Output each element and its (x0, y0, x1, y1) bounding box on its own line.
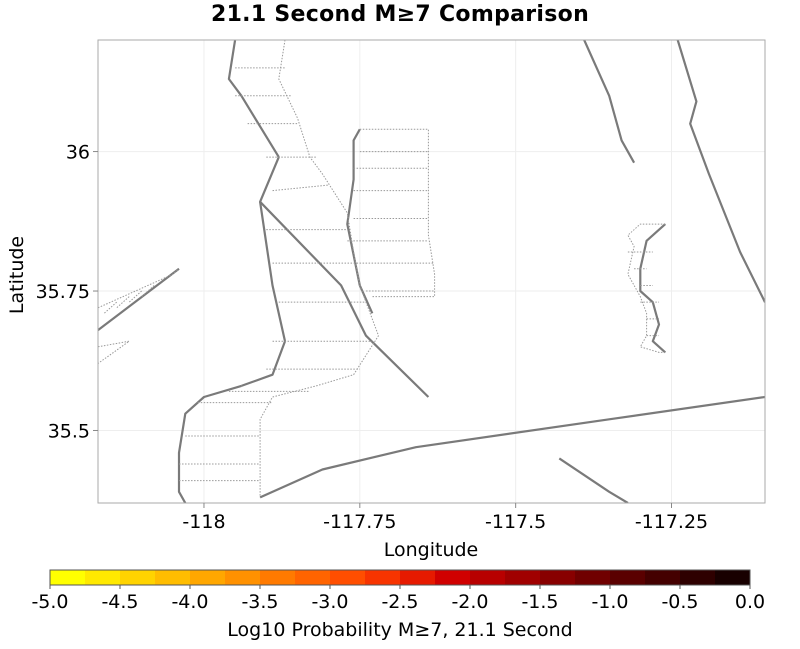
fault-trace-11 (259, 40, 379, 498)
fault-trace-10 (558, 457, 629, 503)
colorbar-tick-label-7: -1.5 (521, 591, 558, 613)
x-axis-label: Longitude (384, 539, 479, 561)
colorbar-swatch-15 (575, 570, 611, 585)
colorbar-swatch-13 (505, 570, 541, 585)
grid-lines (98, 40, 765, 503)
colorbar-swatch-5 (225, 570, 261, 585)
fault-traces (98, 40, 765, 503)
colorbar-tick-label-2: -4.0 (171, 591, 208, 613)
chart-title: 21.1 Second M≥7 Comparison (210, 2, 590, 27)
y-axis-label: Latitude (6, 236, 28, 314)
colorbar-swatch-4 (190, 570, 226, 585)
x-axis-ticks: -118 -117.75 -117.5 -117.25 (182, 503, 708, 533)
fault-trace-6 (676, 40, 765, 303)
fault-trace-7 (639, 223, 667, 354)
colorbar-swatch-2 (120, 570, 156, 585)
fault-trace-15 (98, 340, 130, 364)
colorbar-swatch-0 (50, 570, 86, 585)
plot-area-frame (97, 39, 766, 504)
fault-trace-14 (98, 268, 180, 309)
colorbar-tick-label-5: -2.5 (381, 591, 418, 613)
colorbar-swatch-18 (680, 570, 716, 585)
colorbar-tick-label-9: -0.5 (661, 591, 698, 613)
colorbar-label: Log10 Probability M≥7, 21.1 Second (227, 619, 572, 641)
x-tick-label-3: -117.25 (635, 511, 708, 533)
colorbar-swatch-11 (435, 570, 471, 585)
colorbar-tick-label-8: -1.0 (591, 591, 628, 613)
fault-trace-3 (177, 384, 242, 503)
colorbar-swatch-6 (260, 570, 296, 585)
colorbar (49, 569, 751, 586)
x-tick-label-1: -117.75 (323, 511, 396, 533)
fault-trace-12 (359, 128, 436, 298)
colorbar-tick-label-4: -3.0 (311, 591, 348, 613)
colorbar-swatch-10 (400, 570, 436, 585)
fault-trace-1 (259, 156, 430, 398)
colorbar-tick-label-0: -5.0 (31, 591, 68, 613)
colorbar-tick-label-3: -3.5 (241, 591, 278, 613)
y-tick-label-1: 35.75 (36, 281, 90, 303)
colorbar-tick-label-10: 0.0 (735, 591, 765, 613)
y-tick-label-2: 36 (66, 142, 90, 164)
colorbar-swatch-9 (365, 570, 401, 585)
colorbar-swatch-19 (715, 570, 751, 585)
y-tick-label-0: 35.5 (48, 420, 90, 442)
fault-trace-4 (346, 128, 374, 314)
colorbar-tick-label-6: -2.0 (451, 591, 488, 613)
fault-rung-0-4 (272, 184, 329, 192)
colorbar-swatch-14 (540, 570, 576, 585)
fault-rung-3-1 (116, 296, 130, 309)
colorbar-swatch-16 (610, 570, 646, 585)
fault-trace-13 (627, 223, 666, 353)
colorbar-ticks: -5.0 -4.5 -4.0 -3.5 -3.0 -2.5 -2.0 -1.5 -1.0 -0.5… (31, 585, 765, 613)
colorbar-swatch-8 (330, 570, 366, 585)
colorbar-tick-label-1: -4.5 (101, 591, 138, 613)
fault-trace-8 (98, 267, 180, 331)
x-tick-label-0: -118 (182, 511, 225, 533)
colorbar-swatch-12 (470, 570, 506, 585)
fault-trace-0 (227, 40, 280, 158)
colorbar-swatch-3 (155, 570, 191, 585)
x-tick-label-2: -117.5 (485, 511, 546, 533)
colorbar-swatch-1 (85, 570, 121, 585)
colorbar-swatch-7 (295, 570, 331, 585)
colorbar-swatch-17 (645, 570, 681, 585)
y-axis-ticks: 35.5 35.75 36 (36, 142, 98, 442)
fault-trace-5 (583, 40, 636, 164)
fault-trace-9 (259, 395, 765, 499)
